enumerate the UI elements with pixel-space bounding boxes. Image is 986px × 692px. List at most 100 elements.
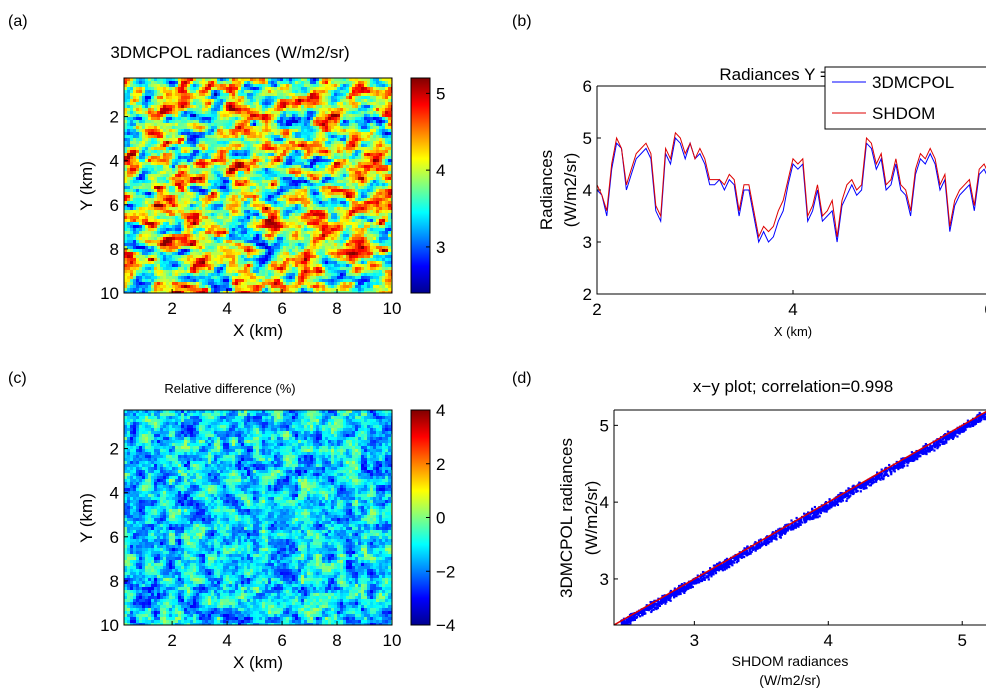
heatmap-cell (385, 186, 389, 190)
heatmap-cell (262, 225, 266, 229)
heatmap-cell (283, 126, 287, 130)
heatmap-cell (139, 210, 143, 214)
heatmap-cell (154, 228, 158, 232)
heatmap-cell (316, 123, 320, 127)
heatmap-cell (313, 195, 317, 199)
heatmap-cell (304, 120, 308, 124)
heatmap-cell (277, 120, 281, 124)
heatmap-cell (187, 186, 191, 190)
heatmap-cell (247, 180, 251, 184)
heatmap-cell (298, 90, 302, 94)
heatmap-cell (364, 90, 368, 94)
heatmap-cell (379, 162, 383, 166)
heatmap-cell (220, 99, 224, 103)
heatmap-cell (280, 123, 284, 127)
heatmap-cell (148, 111, 152, 115)
heatmap-cell (355, 141, 359, 145)
heatmap-cell (178, 150, 182, 154)
heatmap-cell (367, 144, 371, 148)
heatmap-cell (181, 102, 185, 106)
heatmap-cell (196, 216, 200, 220)
heatmap-cell (307, 207, 311, 211)
heatmap-cell (343, 216, 347, 220)
heatmap-cell (157, 177, 161, 181)
heatmap-cell (160, 171, 164, 175)
heatmap-cell (328, 81, 332, 85)
heatmap-cell (256, 135, 260, 139)
heatmap-cell (376, 174, 380, 178)
heatmap-cell (361, 99, 365, 103)
heatmap-cell (238, 159, 242, 163)
heatmap-cell (349, 141, 353, 145)
heatmap-cell (370, 162, 374, 166)
heatmap-cell (217, 198, 221, 202)
heatmap-cell (220, 150, 224, 154)
heatmap-cell (352, 198, 356, 202)
heatmap-cell (124, 204, 128, 208)
heatmap-cell (385, 126, 389, 130)
heatmap-cell (163, 93, 167, 97)
heatmap-cell (271, 102, 275, 106)
heatmap-cell (193, 126, 197, 130)
heatmap-cell (133, 186, 137, 190)
heatmap-cell (307, 132, 311, 136)
heatmap-cell (346, 174, 350, 178)
heatmap-cell (259, 180, 263, 184)
heatmap-cell (133, 111, 137, 115)
heatmap-cell (322, 117, 326, 121)
heatmap-cell (199, 87, 203, 91)
heatmap-cell (163, 174, 167, 178)
heatmap-cell (124, 165, 128, 169)
heatmap-cell (349, 177, 353, 181)
heatmap-cell (181, 192, 185, 196)
heatmap-cell (334, 153, 338, 157)
heatmap-cell (358, 222, 362, 226)
heatmap-cell (148, 225, 152, 229)
heatmap-cell (139, 216, 143, 220)
heatmap-cell (202, 117, 206, 121)
heatmap-cell (139, 180, 143, 184)
heatmap-cell (172, 216, 176, 220)
heatmap-cell (196, 180, 200, 184)
heatmap-cell (223, 189, 227, 193)
heatmap-cell (340, 183, 344, 187)
heatmap-cell (202, 237, 206, 241)
heatmap-cell (352, 93, 356, 97)
heatmap-cell (352, 234, 356, 238)
heatmap-cell (181, 87, 185, 91)
heatmap-cell (163, 183, 167, 187)
heatmap-cell (304, 219, 308, 223)
heatmap-cell (136, 243, 140, 247)
heatmap-cell (379, 111, 383, 115)
heatmap-cell (301, 102, 305, 106)
heatmap-cell (343, 138, 347, 142)
heatmap-cell (370, 222, 374, 226)
heatmap-cell (151, 156, 155, 160)
heatmap-cell (367, 195, 371, 199)
heatmap-cell (232, 147, 236, 151)
heatmap-cell (127, 93, 131, 97)
heatmap-cell (328, 141, 332, 145)
heatmap-cell (241, 99, 245, 103)
heatmap-cell (187, 117, 191, 121)
heatmap-cell (127, 78, 131, 82)
heatmap-cell (304, 81, 308, 85)
heatmap-cell (169, 81, 173, 85)
heatmap-cell (349, 129, 353, 133)
heatmap-cell (283, 129, 287, 133)
heatmap-cell (211, 171, 215, 175)
heatmap-cell (193, 213, 197, 217)
heatmap-cell (373, 105, 377, 109)
heatmap-cell (349, 210, 353, 214)
heatmap-cell (352, 156, 356, 160)
heatmap-cell (148, 216, 152, 220)
heatmap-cell (124, 102, 128, 106)
heatmap-cell (175, 105, 179, 109)
heatmap-cell (343, 150, 347, 154)
heatmap-cell (286, 210, 290, 214)
heatmap-cell (160, 177, 164, 181)
heatmap-cell (256, 126, 260, 130)
heatmap-cell (298, 219, 302, 223)
heatmap-cell (163, 171, 167, 175)
heatmap-cell (379, 84, 383, 88)
